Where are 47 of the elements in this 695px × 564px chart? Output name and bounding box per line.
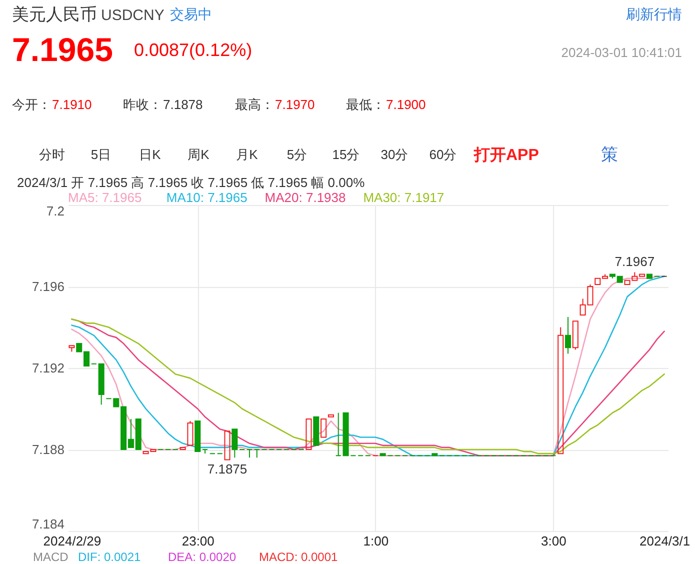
text: 分时	[39, 147, 65, 162]
text: 2024/3/1 开 7.1965 高 7.1965 收 7.1965 低 7.1965 幅 0.00%	[17, 175, 366, 190]
text: DEA: 0.0020	[168, 550, 236, 564]
y-tick-label: 7.188	[32, 442, 64, 457]
text: 策	[601, 145, 618, 164]
text: MA30: 7.1917	[363, 190, 444, 205]
text: MACD: 0.0001	[259, 550, 338, 564]
text: 5日	[90, 147, 112, 162]
text: 周K	[188, 147, 210, 162]
text: 15分	[332, 147, 360, 162]
text: 最高：	[235, 97, 274, 112]
text: 7.1878	[163, 97, 203, 112]
text: 30分	[380, 147, 408, 162]
text: 60分	[429, 147, 457, 162]
text: 7.1910	[52, 97, 92, 112]
text: 7.1900	[386, 97, 426, 112]
text: 5分	[286, 147, 308, 162]
y-tick-label: 7.192	[32, 360, 64, 376]
annotation: 7.1967	[614, 254, 655, 270]
x-tick-label: 23:00	[182, 534, 214, 548]
y-tick-label: 7.2	[46, 204, 64, 218]
y-tick-label: 7.184	[32, 516, 64, 532]
text: 2024-03-01 10:41:01	[561, 45, 682, 60]
x-tick-label: 1:00	[363, 534, 389, 548]
text: 昨收：	[123, 97, 162, 112]
text: 7.1970	[275, 97, 315, 112]
x-tick-label: 2024/3/1	[639, 534, 690, 548]
text: DIF: 0.0021	[78, 550, 142, 564]
text: 打开APP	[473, 146, 540, 164]
text: 交易中	[170, 6, 212, 22]
x-tick-label: 2024/2/29	[43, 534, 102, 548]
text: 今开：	[12, 97, 51, 112]
text: 0.0087(0.12%)	[134, 40, 252, 60]
text: MA20: 7.1938	[264, 190, 346, 205]
text: 7.1965	[12, 31, 113, 68]
text: MA5: 7.1965	[68, 190, 142, 205]
chart-title: 美元人民币	[12, 5, 97, 24]
annotation: 7.1875	[207, 462, 248, 477]
text: USDCNY	[101, 7, 164, 24]
text: 日K	[139, 147, 162, 162]
x-tick-label: 3:00	[541, 534, 566, 548]
text: 刷新行情	[626, 6, 682, 22]
text: MACD	[33, 550, 69, 564]
text: 月K	[236, 147, 258, 162]
text: MA10: 7.1965	[166, 190, 248, 205]
y-tick-label: 7.196	[32, 279, 64, 294]
text: 最低：	[346, 97, 385, 112]
